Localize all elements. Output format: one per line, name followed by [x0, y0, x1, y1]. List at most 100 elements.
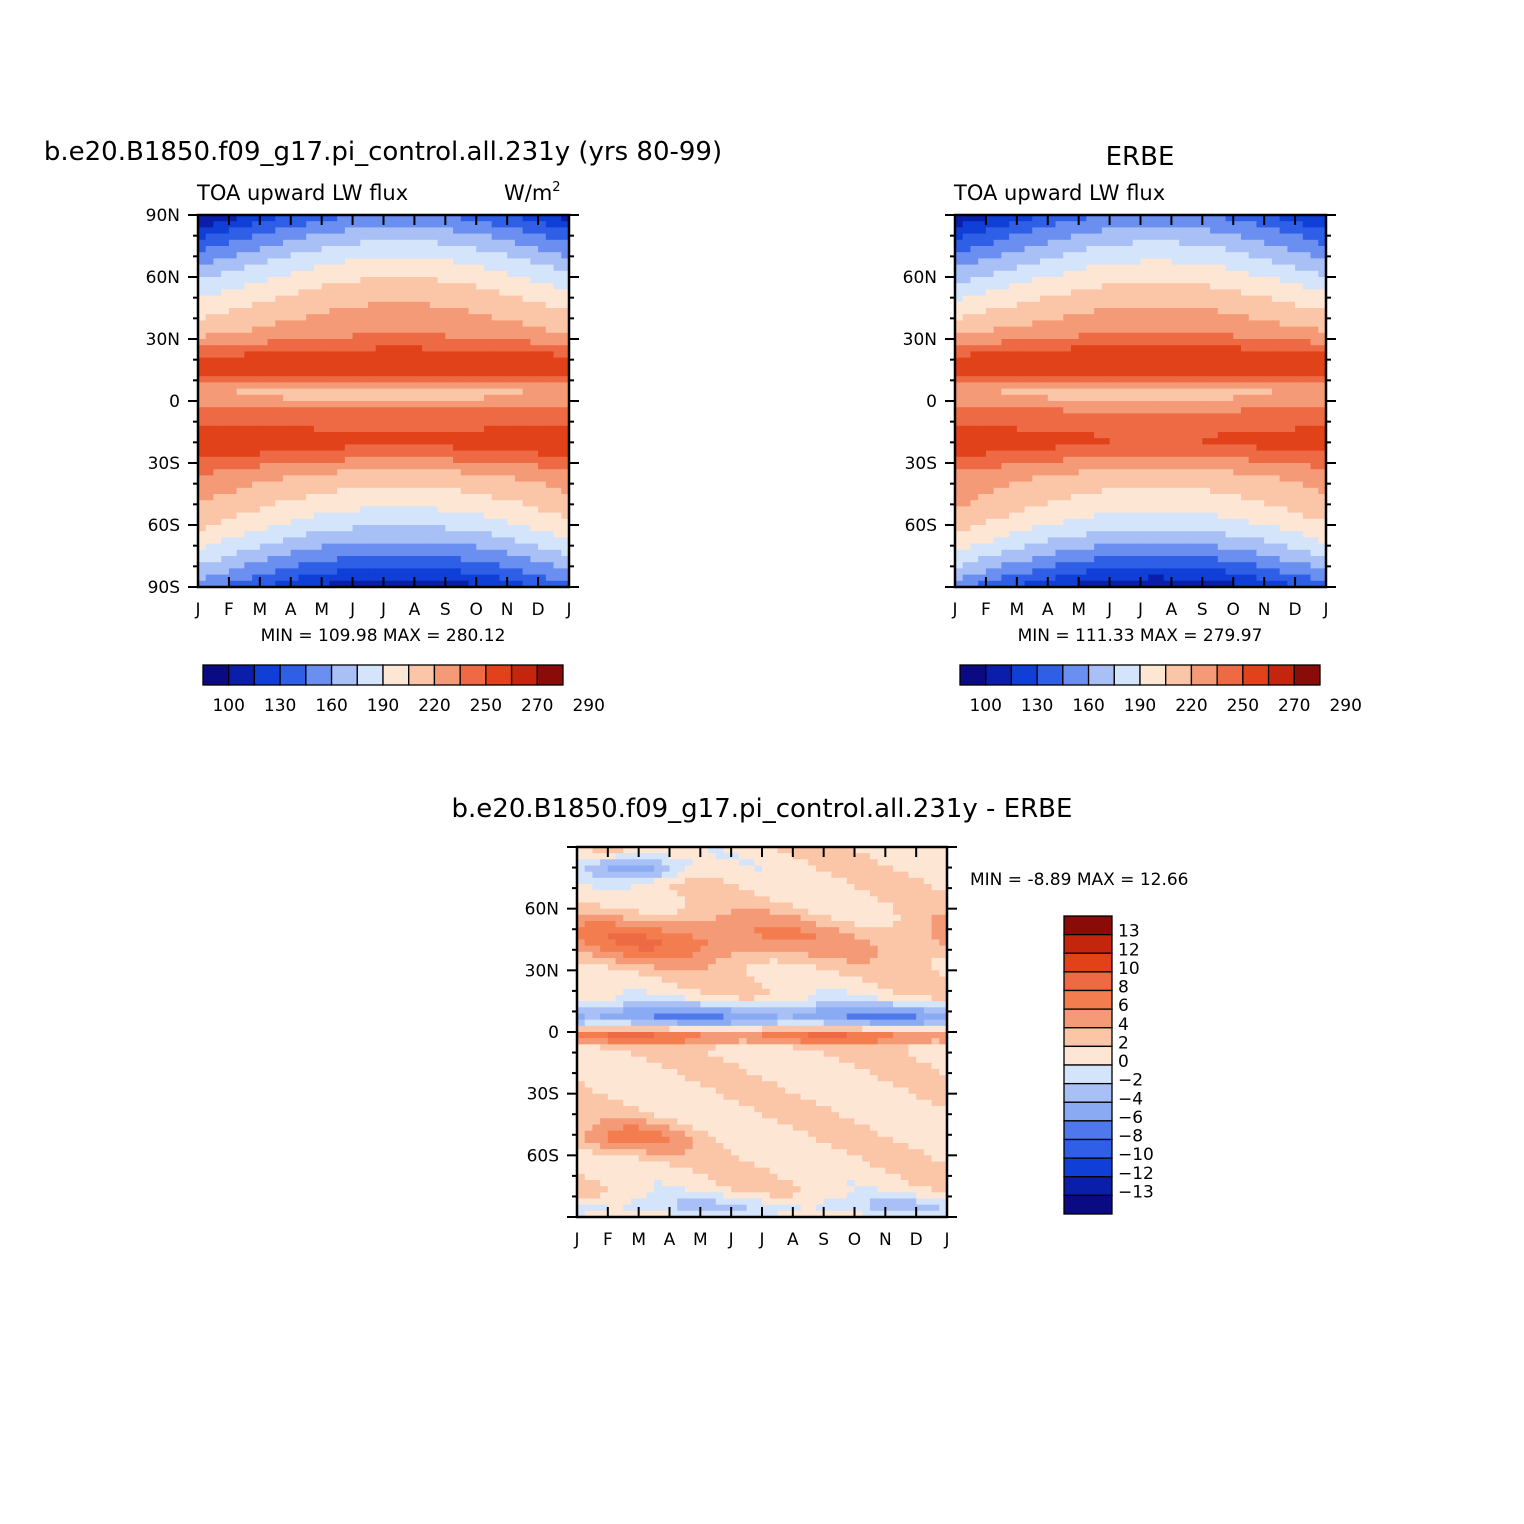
- panel-model-field-cell: [375, 481, 385, 489]
- panel-obs-field-cell: [1171, 394, 1180, 402]
- panel-model-field-cell: [429, 295, 439, 303]
- panel-model-field-cell: [499, 252, 508, 259]
- panel-model-field-cell: [468, 450, 477, 458]
- panel-model-field-cell: [522, 345, 531, 352]
- panel-model-field-cell: [259, 345, 269, 352]
- panel-obs-field-cell: [1256, 283, 1265, 290]
- panel-model-field-cell: [445, 233, 454, 241]
- panel-model-field-cell: [553, 438, 562, 445]
- panel-model-field-cell: [391, 246, 400, 253]
- panel-obs-field-cell: [1202, 332, 1211, 340]
- panel-model-field-cell: [429, 308, 439, 315]
- panel-model-field-cell: [198, 332, 207, 340]
- panel-obs-field-cell: [1194, 425, 1203, 433]
- panel-obs-field-cell: [1047, 419, 1057, 427]
- panel-model-field-cell: [530, 233, 539, 241]
- panel-model-field-cell: [213, 531, 222, 538]
- panel-obs-field-cell: [1163, 357, 1173, 365]
- panel-model-field-cell: [437, 308, 446, 315]
- panel-model-field-cell: [437, 562, 446, 569]
- panel-obs-field-cell: [962, 277, 972, 284]
- panel-model-field-cell: [298, 413, 307, 421]
- panel-model-field-cell: [228, 512, 238, 520]
- panel-obs-field-cell: [1094, 246, 1103, 253]
- panel-obs-field-cell: [1125, 444, 1134, 452]
- panel-model-field-cell: [538, 326, 547, 334]
- panel-obs-field-cell: [1264, 376, 1273, 383]
- panel-obs-field-cell: [1078, 326, 1087, 334]
- panel-model-field-cell: [391, 394, 400, 402]
- panel-obs-field-cell: [1063, 456, 1072, 464]
- panel-obs-field-cell: [955, 376, 964, 383]
- panel-model-field-cell: [283, 512, 292, 520]
- panel-model-field-cell: [283, 326, 292, 334]
- panel-obs-field-cell: [1040, 388, 1049, 396]
- panel-model-field-cell: [283, 556, 292, 563]
- panel-model-field-cell: [414, 463, 423, 470]
- panel-obs-field-cell: [1217, 326, 1227, 334]
- panel-model-field-cell: [360, 388, 369, 396]
- panel-model-field-cell: [491, 363, 501, 371]
- panel-model-field-cell: [298, 246, 307, 253]
- panel-obs-field-cell: [1240, 444, 1250, 452]
- panel-obs-field-cell: [1109, 419, 1118, 427]
- panel-model-field-cell: [445, 512, 454, 520]
- panel-obs-field-cell: [1094, 388, 1103, 396]
- panel-model-field-cell: [313, 227, 323, 235]
- panel-obs-field-cell: [1125, 239, 1134, 247]
- panel-model-field-cell: [561, 363, 570, 371]
- panel-model-field-cell: [429, 432, 439, 439]
- panel-obs-field-cell: [1094, 332, 1103, 340]
- panel-model-field-cell: [391, 574, 400, 582]
- panel-obs-field-cell: [1171, 264, 1180, 272]
- panel-obs-field-cell: [1094, 227, 1103, 235]
- panel-obs-field-cell: [1109, 432, 1118, 439]
- panel-obs-field-cell: [1016, 326, 1026, 334]
- panel-obs-field-cell: [1302, 227, 1312, 235]
- panel-obs-field-cell: [1148, 407, 1157, 414]
- panel-model-field-cell: [275, 308, 284, 315]
- panel-model-field-cell: [360, 525, 369, 532]
- panel-model-field-cell: [522, 326, 531, 334]
- panel-obs-field-cell: [962, 401, 972, 408]
- panel-obs-field-cell: [1055, 239, 1064, 247]
- panel-obs-field-cell: [1078, 239, 1087, 247]
- panel-model-field-cell: [383, 444, 392, 452]
- panel-model-field-cell: [290, 518, 300, 526]
- panel-model-field-cell: [337, 239, 346, 247]
- panel-obs-field-cell: [1240, 345, 1250, 352]
- panel-model-field-cell: [375, 357, 385, 365]
- panel-obs-field-cell: [978, 252, 987, 259]
- panel-model-field-cell: [321, 252, 330, 259]
- panel-model-field-cell: [252, 295, 261, 303]
- panel-model-field-cell: [329, 494, 338, 501]
- panel-model-field-cell: [228, 345, 238, 352]
- panel-model-field-cell: [252, 500, 261, 507]
- panel-model-field-cell: [275, 252, 284, 259]
- panel-model-field-cell: [514, 494, 524, 501]
- panel-model-field-cell: [398, 264, 408, 272]
- panel-model-field-cell: [344, 549, 354, 557]
- panel-model-field-cell: [252, 351, 261, 359]
- panel-model-field-cell: [507, 432, 516, 439]
- panel-model-field-cell: [329, 475, 338, 483]
- panel-model-field-cell: [252, 339, 261, 346]
- panel-obs-field-cell: [1210, 221, 1219, 228]
- panel-model-field-cell: [198, 512, 207, 520]
- panel-obs-field-cell: [1016, 463, 1026, 470]
- panel-obs-field-cell: [1125, 425, 1134, 433]
- panel-model-field-cell: [252, 425, 261, 433]
- panel-model-field-cell: [252, 580, 261, 588]
- panel-model-field-cell: [445, 388, 454, 396]
- panel-model-field-cell: [290, 438, 300, 445]
- panel-obs-field-cell: [1318, 264, 1327, 272]
- panel-model-field-cell: [244, 233, 253, 241]
- panel-model-field-cell: [460, 469, 470, 476]
- panel-model-field-cell: [252, 221, 261, 228]
- panel-obs-field-cell: [1055, 432, 1064, 439]
- panel-obs-field-cell: [1063, 357, 1072, 365]
- panel-obs-field-cell: [1148, 301, 1157, 309]
- panel-model-field-cell: [507, 475, 516, 483]
- panel-model-field-cell: [561, 215, 570, 222]
- panel-model-field-cell: [445, 413, 454, 421]
